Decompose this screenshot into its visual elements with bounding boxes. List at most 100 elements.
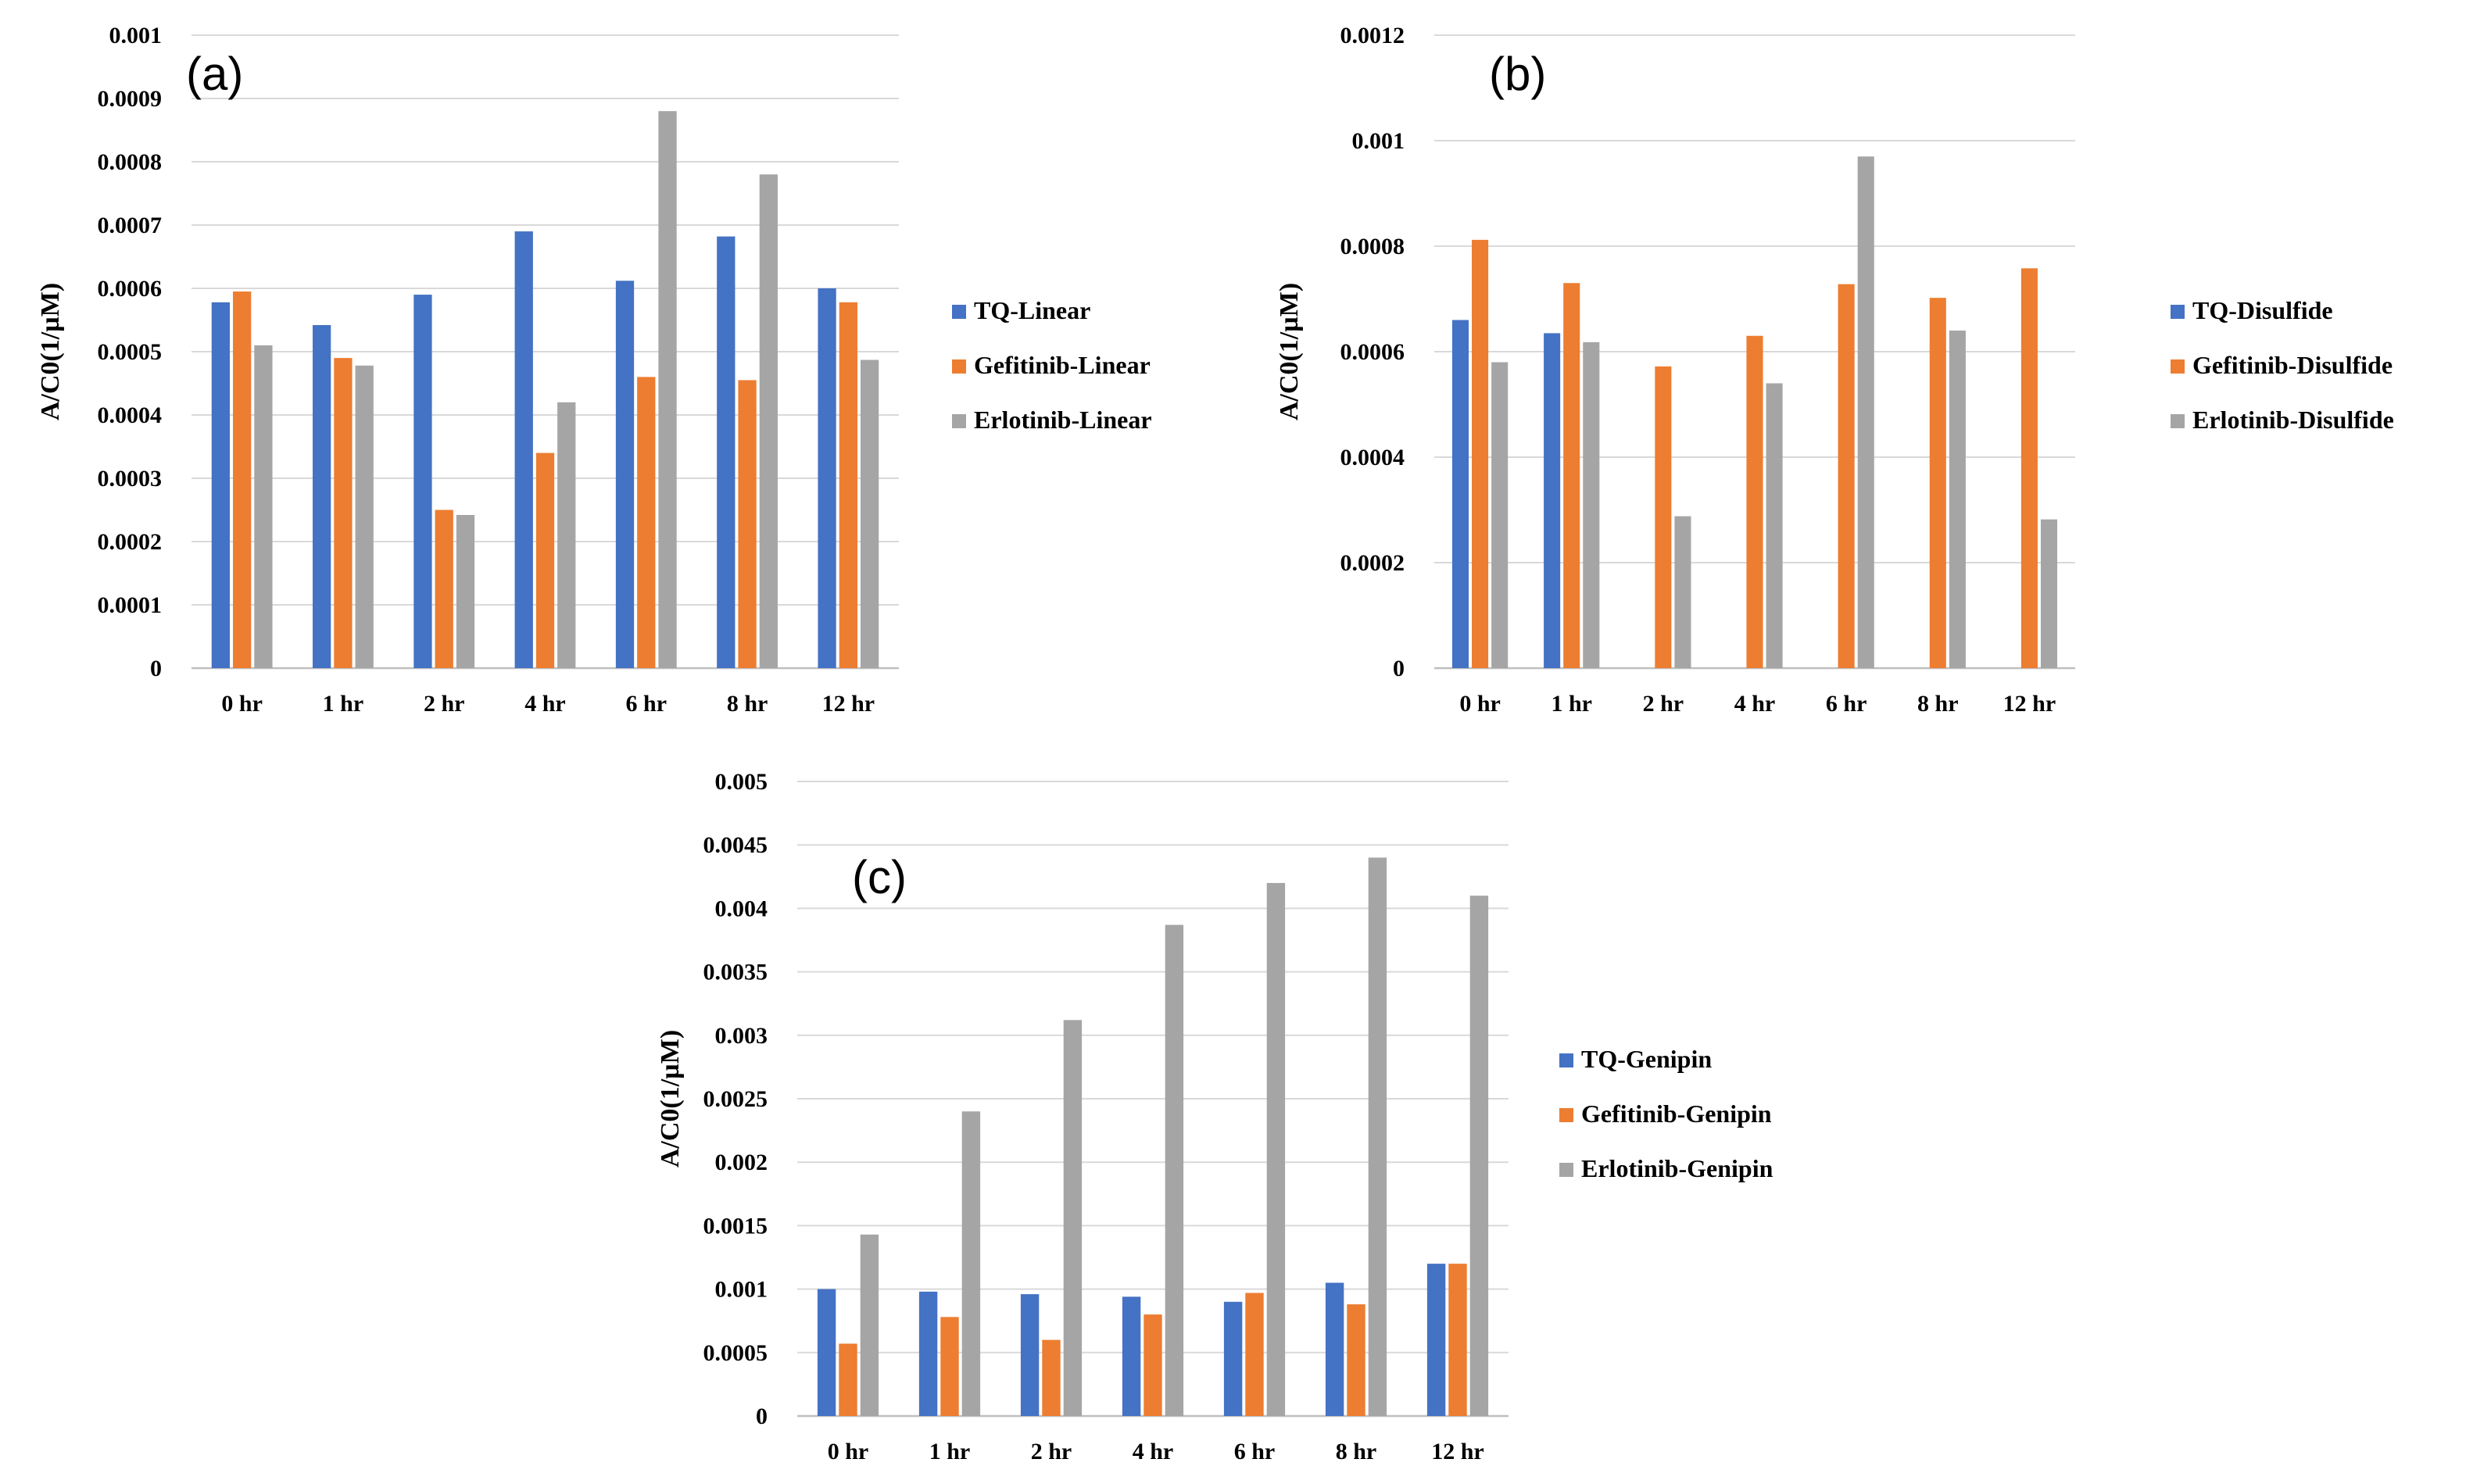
chart-panel-a: 0 0.0001 0.0002 0.0003 0.0004 0.0005 0.0006 0.0…	[36, 23, 1152, 717]
x-tick-label: 1 hr	[323, 691, 364, 717]
legend-swatch	[2171, 305, 2185, 319]
panel-label-b: (b)	[1489, 48, 1546, 100]
bar-erlotinib-linear-2-hr	[456, 514, 475, 668]
bar-gefitinib-genipin-2-hr	[1042, 1339, 1061, 1416]
bar-tq-linear-4-hr	[514, 231, 533, 669]
y-tick-label: 0.0008	[1340, 234, 1405, 259]
bar-tq-genipin-1-hr	[918, 1291, 938, 1416]
x-tick-label: 1 hr	[929, 1439, 971, 1464]
bar-gefitinib-disulfide-4-hr	[1746, 335, 1763, 668]
legend-b: TQ-Disulfide Gefitinib-Disulfide Erlotinib…	[2171, 296, 2394, 434]
legend-c: TQ-Genipin Gefitinib-Genipin Erlotinib-Gen…	[1559, 1045, 1773, 1182]
bar-gefitinib-genipin-8-hr	[1347, 1304, 1365, 1416]
bar-gefitinib-genipin-12-hr	[1448, 1264, 1467, 1416]
legend-swatch	[1559, 1053, 1573, 1067]
x-tick-label: 0 hr	[828, 1439, 869, 1464]
chart-panel-b: 0 0.0002 0.0004 0.0006 0.0008 0.001 0.0012 0 hr…	[1275, 23, 2394, 717]
legend-label: Gefitinib-Disulfide	[2192, 351, 2393, 379]
x-tick-label: 4 hr	[1133, 1439, 1174, 1464]
x-tick-label: 2 hr	[1643, 691, 1684, 717]
bar-erlotinib-disulfide-6-hr	[1857, 156, 1874, 668]
x-tick-label: 6 hr	[1826, 691, 1867, 717]
y-tick-label: 0.001	[1352, 128, 1405, 154]
bar-gefitinib-linear-4-hr	[535, 452, 555, 668]
x-tick-label: 12 hr	[1431, 1439, 1484, 1464]
y-tick-label: 0.0006	[98, 276, 163, 302]
bar-tq-genipin-8-hr	[1325, 1282, 1344, 1416]
bar-tq-genipin-6-hr	[1223, 1301, 1243, 1416]
x-tick-label: 0 hr	[1459, 691, 1501, 717]
bar-tq-linear-8-hr	[717, 236, 736, 669]
bar-erlotinib-linear-12-hr	[860, 359, 879, 668]
legend-swatch	[952, 305, 966, 319]
y-tick-label: 0.0045	[703, 832, 768, 858]
bar-gefitinib-linear-2-hr	[435, 510, 453, 668]
x-tick-label: 4 hr	[1734, 691, 1776, 717]
legend-label: Gefitinib-Genipin	[1581, 1100, 1772, 1128]
bar-tq-disulfide-0-hr	[1451, 320, 1469, 668]
bar-erlotinib-disulfide-1-hr	[1583, 341, 1600, 668]
y-tick-label: 0.0004	[1340, 445, 1405, 470]
y-axis-title: A/C0(1/µM)	[36, 283, 65, 420]
legend-swatch	[1559, 1163, 1573, 1177]
bar-erlotinib-genipin-6-hr	[1266, 882, 1286, 1416]
legend-swatch	[952, 359, 966, 374]
bar-erlotinib-linear-0-hr	[254, 345, 273, 668]
legend-label: Erlotinib-Linear	[974, 406, 1152, 434]
panel-label-a: (a)	[186, 48, 243, 100]
y-tick-label: 0.0006	[1340, 339, 1405, 365]
y-tick-label: 0.0007	[98, 213, 163, 238]
bar-erlotinib-linear-6-hr	[658, 111, 677, 668]
x-tick-label: 12 hr	[822, 691, 875, 717]
y-tick-label: 0.0002	[98, 529, 163, 555]
bar-tq-linear-12-hr	[818, 288, 836, 668]
y-tick-label: 0.004	[715, 896, 768, 921]
y-tick-label: 0.0008	[98, 149, 163, 175]
y-tick-label: 0.0002	[1340, 550, 1405, 576]
x-tick-label: 6 hr	[1234, 1439, 1276, 1464]
y-axis-title: A/C0(1/µM)	[656, 1030, 685, 1168]
bar-gefitinib-disulfide-6-hr	[1838, 284, 1855, 668]
bar-erlotinib-disulfide-8-hr	[1949, 331, 1966, 668]
legend-a: TQ-Linear Gefitinib-Linear Erlotinib-Linea…	[952, 296, 1152, 434]
legend-label: TQ-Disulfide	[2192, 296, 2333, 324]
x-tick-label: 2 hr	[1031, 1439, 1072, 1464]
bar-gefitinib-disulfide-12-hr	[2020, 268, 2038, 668]
panel-label-c: (c)	[852, 851, 907, 903]
bar-erlotinib-genipin-0-hr	[860, 1234, 879, 1416]
bar-erlotinib-linear-4-hr	[557, 402, 576, 668]
bar-erlotinib-linear-1-hr	[355, 365, 374, 668]
x-tick-label: 8 hr	[727, 691, 768, 717]
bar-gefitinib-genipin-1-hr	[940, 1317, 959, 1416]
legend-label: Erlotinib-Genipin	[1581, 1154, 1773, 1182]
y-tick-label: 0	[150, 656, 162, 681]
y-tick-label: 0.0003	[98, 466, 163, 492]
legend-swatch	[1559, 1108, 1573, 1122]
y-tick-label: 0.0009	[98, 86, 163, 112]
bar-erlotinib-genipin-4-hr	[1165, 924, 1184, 1416]
bar-tq-disulfide-1-hr	[1544, 333, 1561, 668]
x-tick-label: 8 hr	[1917, 691, 1959, 717]
bar-gefitinib-disulfide-8-hr	[1929, 298, 1946, 668]
bar-gefitinib-linear-0-hr	[233, 291, 252, 668]
x-tick-label: 4 hr	[524, 691, 566, 717]
legend-label: Gefitinib-Linear	[974, 351, 1151, 379]
y-tick-label: 0.0035	[703, 960, 768, 985]
bar-erlotinib-disulfide-4-hr	[1766, 383, 1783, 668]
y-tick-label: 0.001	[109, 23, 163, 48]
bar-tq-linear-2-hr	[413, 295, 432, 668]
x-tick-label: 6 hr	[626, 691, 668, 717]
bar-tq-linear-6-hr	[615, 281, 635, 668]
y-tick-label: 0	[756, 1404, 768, 1429]
bar-erlotinib-disulfide-12-hr	[2040, 519, 2058, 668]
bar-gefitinib-disulfide-1-hr	[1563, 283, 1580, 668]
bar-gefitinib-linear-12-hr	[839, 302, 857, 668]
bar-tq-genipin-4-hr	[1122, 1296, 1141, 1416]
bar-gefitinib-linear-6-hr	[637, 377, 656, 668]
x-tick-label: 1 hr	[1551, 691, 1592, 717]
bar-erlotinib-linear-8-hr	[759, 174, 778, 668]
y-tick-label: 0	[1393, 656, 1405, 681]
y-tick-label: 0.0012	[1340, 23, 1405, 48]
bar-gefitinib-genipin-6-hr	[1245, 1293, 1264, 1416]
